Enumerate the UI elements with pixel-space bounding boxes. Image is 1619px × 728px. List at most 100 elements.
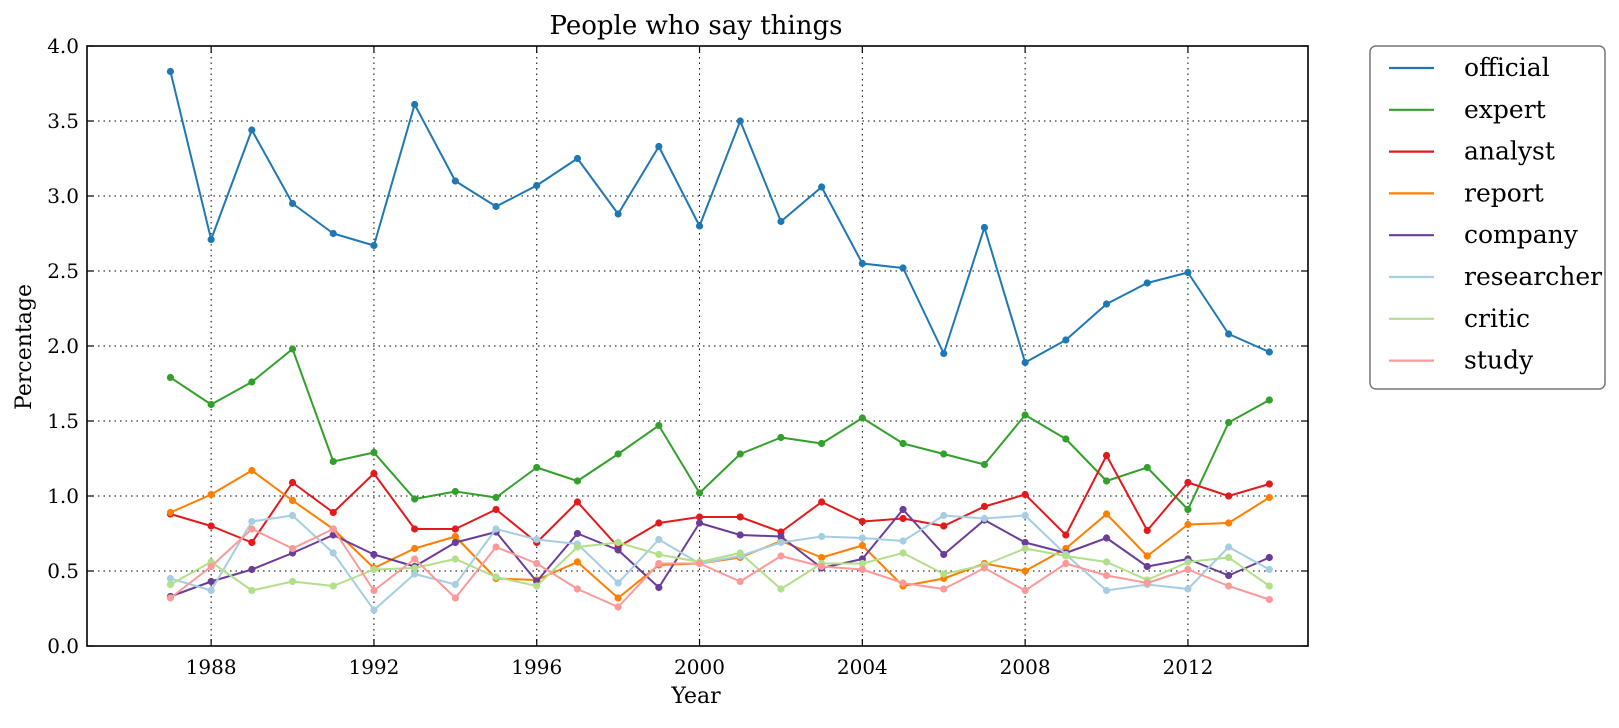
data-point-company bbox=[1102, 534, 1111, 542]
x-tick-label: 2012 bbox=[1162, 655, 1213, 679]
data-point-researcher bbox=[940, 511, 948, 520]
legend-label-researcher: researcher bbox=[1464, 262, 1602, 291]
series-expert bbox=[166, 345, 1273, 514]
data-point-expert bbox=[288, 345, 297, 353]
data-point-report bbox=[573, 558, 582, 566]
data-point-expert bbox=[818, 439, 826, 448]
data-point-study bbox=[166, 594, 175, 602]
data-point-study bbox=[695, 559, 704, 568]
data-point-analyst bbox=[248, 538, 256, 547]
series-line-company bbox=[170, 508, 1270, 598]
data-point-expert bbox=[695, 489, 704, 497]
data-point-report bbox=[1184, 520, 1192, 529]
data-point-analyst bbox=[573, 498, 582, 506]
x-tick-label: 2004 bbox=[837, 655, 888, 679]
data-point-official bbox=[980, 223, 989, 232]
x-tick-label: 1988 bbox=[186, 655, 237, 679]
data-point-analyst bbox=[207, 522, 215, 530]
data-point-critic bbox=[411, 564, 419, 572]
series-line-researcher bbox=[170, 514, 1270, 611]
data-point-official bbox=[736, 117, 744, 125]
data-point-researcher bbox=[777, 538, 785, 547]
data-point-expert bbox=[777, 433, 785, 442]
data-point-critic bbox=[492, 573, 500, 581]
data-point-report bbox=[1102, 510, 1111, 518]
data-point-analyst bbox=[370, 469, 378, 478]
legend: official expert analyst report company resear… bbox=[1369, 45, 1606, 390]
legend-label-analyst: analyst bbox=[1464, 137, 1555, 166]
data-point-analyst bbox=[492, 505, 500, 514]
data-point-official bbox=[1225, 330, 1233, 338]
data-point-critic bbox=[858, 559, 866, 568]
ticks: 1988 1992 1996 2000 2004 2008 2012 0.0 0.5 1.0 1.5… bbox=[47, 34, 1308, 679]
data-point-company bbox=[207, 577, 215, 586]
data-point-report bbox=[166, 508, 175, 517]
data-point-company bbox=[370, 550, 378, 559]
data-point-expert bbox=[655, 421, 663, 430]
data-point-analyst bbox=[411, 525, 419, 533]
data-point-analyst bbox=[940, 522, 948, 530]
y-tick-label: 3.5 bbox=[47, 109, 79, 133]
data-point-expert bbox=[940, 450, 948, 458]
data-point-report bbox=[1265, 493, 1273, 502]
data-point-analyst bbox=[1265, 480, 1273, 488]
data-point-expert bbox=[1265, 396, 1273, 404]
data-point-critic bbox=[940, 570, 948, 578]
data-point-study bbox=[288, 544, 297, 553]
data-point-study bbox=[818, 562, 826, 571]
data-point-critic bbox=[451, 555, 459, 563]
data-point-company bbox=[614, 546, 622, 554]
data-point-company bbox=[1021, 538, 1029, 547]
data-point-company bbox=[736, 531, 744, 539]
data-point-researcher bbox=[248, 517, 256, 526]
data-point-company bbox=[573, 529, 582, 538]
data-point-analyst bbox=[1225, 492, 1233, 500]
data-point-critic bbox=[614, 538, 622, 547]
data-point-expert bbox=[1184, 505, 1192, 514]
data-point-study bbox=[370, 586, 378, 595]
data-point-study bbox=[614, 603, 622, 611]
data-point-expert bbox=[248, 378, 256, 386]
data-point-official bbox=[1265, 348, 1273, 356]
data-point-expert bbox=[1102, 477, 1111, 485]
data-point-researcher bbox=[899, 537, 907, 545]
data-point-researcher bbox=[980, 514, 989, 523]
data-point-expert bbox=[451, 487, 459, 496]
data-point-researcher bbox=[858, 534, 866, 542]
data-point-study bbox=[899, 579, 907, 587]
data-point-critic bbox=[248, 586, 256, 595]
series-official bbox=[166, 67, 1273, 367]
data-point-study bbox=[329, 525, 337, 533]
legend-frame bbox=[1369, 45, 1606, 390]
data-point-researcher bbox=[1021, 511, 1029, 520]
data-point-report bbox=[248, 466, 256, 475]
legend-label-critic: critic bbox=[1464, 304, 1530, 333]
y-tick-label: 0.5 bbox=[47, 559, 79, 583]
data-point-analyst bbox=[736, 513, 744, 521]
data-point-researcher bbox=[370, 606, 378, 614]
series-line-expert bbox=[169, 348, 1270, 511]
y-tick-label: 4.0 bbox=[47, 34, 79, 58]
data-point-report bbox=[1143, 552, 1151, 560]
data-point-analyst bbox=[818, 498, 826, 506]
x-tick-label: 1992 bbox=[348, 655, 399, 679]
y-tick-label: 3.0 bbox=[47, 184, 79, 208]
data-point-expert bbox=[166, 373, 175, 382]
data-point-official bbox=[1143, 279, 1151, 287]
data-point-study bbox=[736, 577, 744, 586]
data-point-study bbox=[451, 594, 459, 602]
data-point-official bbox=[370, 241, 378, 250]
data-point-critic bbox=[166, 580, 175, 589]
data-point-company bbox=[655, 583, 663, 592]
data-point-report bbox=[207, 490, 215, 499]
data-point-researcher bbox=[492, 525, 500, 533]
data-point-analyst bbox=[1062, 531, 1070, 539]
data-point-critic bbox=[1265, 582, 1273, 590]
data-point-company bbox=[695, 519, 704, 527]
data-point-researcher bbox=[329, 549, 337, 557]
data-point-official bbox=[695, 222, 704, 230]
data-point-company bbox=[899, 505, 907, 514]
data-point-critic bbox=[736, 549, 744, 557]
data-point-official bbox=[451, 177, 459, 185]
